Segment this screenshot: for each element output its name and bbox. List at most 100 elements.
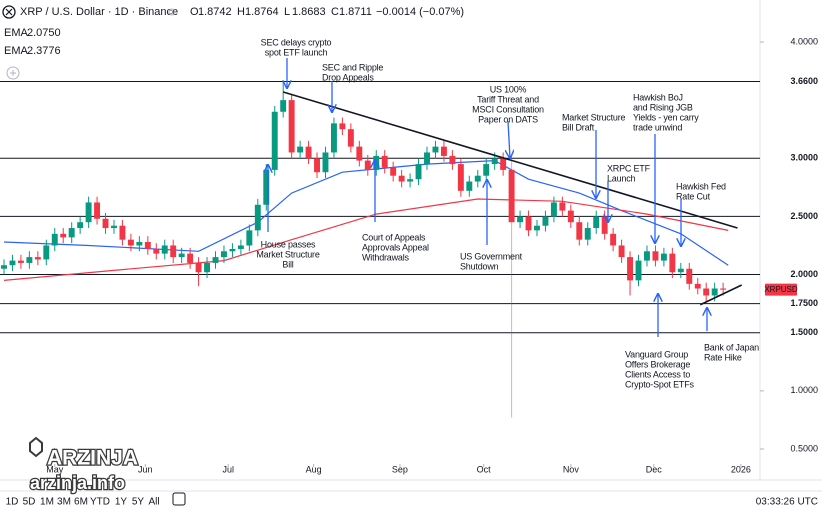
level-label: 2.5000: [790, 211, 818, 221]
candle-body: [288, 100, 295, 153]
candle-body: [652, 251, 659, 261]
settings-dot: [168, 8, 176, 16]
candle-body: [711, 288, 718, 296]
candle-body: [635, 260, 642, 281]
level-label: 2.0000: [790, 269, 818, 279]
ohlc-key: L: [284, 6, 290, 18]
x-tick-label: Oct: [477, 464, 492, 474]
candle-body: [457, 164, 464, 191]
ohlc-value: 1.8742: [198, 6, 232, 18]
candle-body: [432, 146, 439, 153]
candle-body: [677, 268, 684, 273]
candle-body: [102, 218, 109, 229]
change: −0.0014 (−0.07%): [376, 6, 464, 18]
candle-body: [17, 260, 24, 263]
level-label-bg: [766, 268, 820, 281]
x-tick-label: Jul: [222, 464, 234, 474]
range-button[interactable]: 1M: [40, 497, 54, 508]
calendar-icon[interactable]: [172, 492, 186, 506]
candle-body: [559, 202, 566, 211]
annotation-text: Withdrawals: [362, 252, 410, 262]
candle-body: [584, 228, 591, 240]
add-button[interactable]: [6, 66, 20, 80]
candle-body: [508, 169, 515, 223]
candle-body: [440, 146, 447, 156]
range-button[interactable]: 5D: [23, 497, 36, 508]
range-button[interactable]: 1D: [6, 497, 19, 508]
add-button[interactable]: [10, 70, 16, 76]
candle-body: [43, 245, 50, 260]
candle-body: [51, 233, 58, 246]
candle-body: [9, 260, 16, 266]
legend-name: EMA: [4, 45, 29, 57]
candle-body: [474, 175, 481, 182]
annotation-text: Offers Brokerage: [625, 359, 690, 369]
candle-body: [449, 155, 456, 165]
annotation-text: Launch: [607, 173, 636, 183]
candle-body: [491, 158, 498, 165]
annotation-text: Clients Access to: [625, 369, 690, 379]
trendline: [282, 91, 738, 229]
x-tick-label: Dec: [646, 464, 663, 474]
annotation-text: Bill: [282, 259, 293, 269]
legend-value: 2.0750: [27, 27, 61, 39]
level-label: 3.0000: [790, 153, 818, 163]
range-button[interactable]: 3M: [57, 497, 71, 508]
candle-body: [68, 228, 75, 238]
price-label: XRPUSD: [764, 285, 798, 294]
annotation-text: spot ETF launch: [265, 47, 328, 57]
range-button[interactable]: 1Y: [115, 497, 128, 508]
annotation-text: Vanguard Group: [625, 349, 688, 359]
candle-body: [1, 265, 7, 269]
annotation-text: SEC delays crypto: [261, 37, 332, 47]
y-tick-label: 4.0000: [790, 36, 818, 46]
symbol-icon: [2, 5, 16, 19]
candle-body: [576, 222, 583, 240]
range-button[interactable]: All: [148, 497, 159, 508]
annotation-text: Court of Appeals: [362, 232, 426, 242]
candle-body: [237, 245, 244, 249]
candle-body: [136, 241, 143, 246]
level-label-bg: [766, 210, 820, 223]
level-label-bg: [766, 297, 820, 310]
trendline: [699, 284, 743, 306]
overlay: XRP / U.S. Dollar · 1D · Binance O 1.8742 H…: [4, 6, 820, 508]
candle-body: [77, 222, 84, 229]
candle-body: [466, 181, 473, 191]
ema-line: [3, 198, 729, 281]
candle-body: [229, 248, 236, 252]
candle-body: [415, 164, 422, 180]
candle-body: [500, 158, 507, 170]
price-label-bg: [765, 283, 797, 296]
annotation-text: Rate Hike: [704, 352, 742, 362]
annotation-text: and Rising JGB: [633, 102, 693, 112]
ohlc-key: O: [190, 6, 199, 18]
range-button[interactable]: YTD: [90, 497, 110, 508]
candle-body: [263, 169, 270, 205]
candle-body: [669, 253, 676, 273]
candle-body: [111, 225, 117, 229]
candle-body: [322, 152, 329, 173]
annotation-text: Hawkish Fed: [676, 181, 726, 191]
y-tick-label: 0.5000: [790, 443, 818, 453]
x-tick-label: Nov: [563, 464, 580, 474]
level-label: 1.5000: [790, 327, 818, 337]
candle-body: [398, 175, 405, 182]
candle-body: [483, 164, 490, 176]
candle-body: [127, 239, 134, 246]
ohlc-key: C: [331, 6, 339, 18]
level-label: 3.6600: [790, 76, 818, 86]
x-tick-label: Jun: [138, 464, 153, 474]
range-button[interactable]: 6M: [74, 497, 88, 508]
candle-body: [550, 202, 557, 217]
candle-body: [314, 158, 320, 173]
candle-body: [373, 155, 380, 170]
plot: [0, 81, 760, 418]
candle-body: [254, 204, 261, 231]
candle-body: [593, 216, 600, 229]
candle-body: [381, 155, 388, 168]
symbol-icon: [5, 8, 13, 16]
range-button[interactable]: 5Y: [132, 497, 145, 508]
candle-body: [694, 283, 701, 289]
